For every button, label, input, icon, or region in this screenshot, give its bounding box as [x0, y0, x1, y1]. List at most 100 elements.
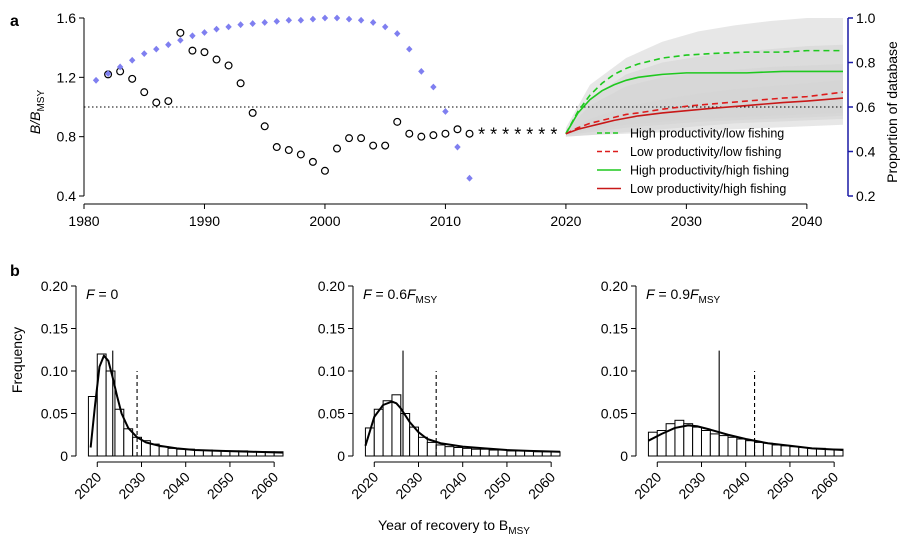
- proportion-point: [128, 56, 136, 64]
- asterisk-point: *: [526, 125, 533, 145]
- histogram-bar: [771, 444, 782, 457]
- histogram-bar: [158, 446, 169, 457]
- proportion-point: [418, 68, 425, 75]
- histogram-bar: [453, 447, 464, 457]
- proportion-point: [357, 16, 365, 24]
- panel-b-x-label-main: Year of recovery to B: [378, 517, 508, 533]
- histogram-bar: [762, 442, 773, 457]
- proportion-point: [309, 15, 317, 23]
- hist-y-tick-label: 0.10: [318, 363, 345, 379]
- hist-y-tick-label: 0.20: [41, 278, 68, 294]
- histogram-bar: [736, 438, 747, 457]
- histogram-bar: [417, 436, 428, 457]
- legend-entry: Low productivity/low fishing: [630, 145, 782, 159]
- density-curve: [364, 400, 561, 453]
- biomass-point: [441, 129, 450, 138]
- proportion-point: [273, 17, 280, 25]
- proportion-point: [261, 19, 268, 26]
- proportion-point: [430, 83, 437, 91]
- hist-y-tick-label: 0.20: [318, 278, 345, 294]
- histogram-bar: [700, 430, 711, 457]
- legend-entry: Low productivity/high fishing: [630, 182, 786, 196]
- histogram-bar: [444, 446, 455, 457]
- hist-x-tick-label: 2060: [525, 469, 558, 502]
- hist-y-tick-label: 0.10: [601, 363, 628, 379]
- biomass-point: [465, 129, 474, 138]
- panel-b3-chart: F = 0.9FMSY 0 0.05 0.10 0.15 0.20 2020 2030 2040…: [601, 278, 844, 502]
- panel-a-right-y-label: Proportion of database: [884, 41, 900, 183]
- biomass-point: [381, 141, 390, 150]
- panel-b-x-label: Year of recovery to BMSY: [378, 517, 530, 537]
- panel-b-y-label: Frequency: [9, 327, 25, 393]
- hist-y-tick-label: 0.05: [41, 406, 68, 422]
- svg-text:B/BMSY: B/BMSY: [27, 90, 47, 135]
- density-curve: [89, 354, 284, 454]
- proportion-point: [104, 70, 112, 78]
- x-tick-label: 1990: [189, 213, 220, 229]
- hist-x-tick-label: 2020: [348, 469, 381, 502]
- right-tick-label: 0.6: [856, 99, 876, 115]
- histogram-bar: [532, 451, 543, 457]
- histogram-title: F = 0: [86, 286, 119, 302]
- x-tick-label: 2030: [671, 213, 702, 229]
- biomass-point: [320, 166, 329, 175]
- proportion-point: [237, 21, 244, 29]
- biomass-point: [284, 146, 293, 155]
- biomass-point: [164, 97, 173, 106]
- hist-x-tick-label: 2030: [115, 469, 148, 502]
- hist-y-tick-label: 0.15: [318, 321, 345, 337]
- biomass-point: [260, 122, 269, 131]
- proportion-point: [297, 16, 305, 24]
- right-tick-label: 0.8: [856, 55, 876, 71]
- x-tick-label: 2000: [309, 213, 340, 229]
- panel-a-letter: a: [10, 13, 19, 30]
- biomass-point: [176, 28, 185, 37]
- asterisk-point: *: [502, 125, 509, 145]
- proportion-point: [369, 19, 377, 26]
- y-tick-label: 1.6: [57, 10, 77, 26]
- hist-x-tick-label: 2020: [631, 469, 664, 502]
- histogram-bar: [718, 435, 729, 457]
- histogram-title: F = 0.6FMSY: [363, 286, 438, 306]
- biomass-point: [128, 74, 137, 83]
- histogram-bar: [479, 448, 490, 457]
- proportion-point: [249, 20, 256, 27]
- biomass-point: [188, 46, 197, 55]
- panel-b1-chart: F = 0 0 0.05 0.10 0.15 0.20 2020 2030 2040 2050 20…: [41, 278, 284, 502]
- x-tick-label: 2010: [430, 213, 461, 229]
- proportion-point: [201, 29, 208, 36]
- histogram-bar: [176, 448, 187, 457]
- histogram-bar: [462, 447, 473, 457]
- proportion-point: [466, 174, 473, 182]
- x-tick-label: 1980: [68, 213, 99, 229]
- hist-y-tick-label: 0.15: [601, 321, 628, 337]
- biomass-point: [224, 61, 233, 70]
- biomass-point: [308, 157, 317, 166]
- histogram-bar: [692, 426, 702, 457]
- biomass-point: [429, 131, 438, 140]
- hist-y-tick-label: 0.05: [601, 406, 628, 422]
- asterisk-point: *: [478, 125, 485, 145]
- hist-x-tick-label: 2030: [392, 469, 425, 502]
- biomass-point: [200, 48, 209, 57]
- histogram-bar: [506, 450, 517, 457]
- proportion-point: [394, 30, 401, 37]
- histogram-bar: [683, 423, 694, 457]
- histogram-bar: [435, 444, 446, 457]
- panel-a-y-label-main: B/B: [27, 112, 43, 135]
- biomass-point: [140, 88, 149, 97]
- biomass-point: [393, 117, 402, 126]
- hist-y-tick-label: 0: [60, 448, 68, 464]
- asterisk-point: *: [490, 125, 497, 145]
- hist-x-tick-label: 2050: [481, 469, 514, 502]
- asterisk-point: *: [538, 125, 545, 145]
- panel-b2-chart: F = 0.6FMSY 0 0.05 0.10 0.15 0.20 2020 2030 2040…: [318, 278, 561, 502]
- histogram-bar: [123, 428, 134, 457]
- proportion-point: [116, 63, 124, 71]
- projection-line: [565, 97, 844, 135]
- hist-x-tick-label: 2030: [675, 469, 708, 502]
- proportion-point: [285, 16, 293, 24]
- x-tick-label: 2040: [791, 213, 822, 229]
- projection-line: [565, 70, 843, 135]
